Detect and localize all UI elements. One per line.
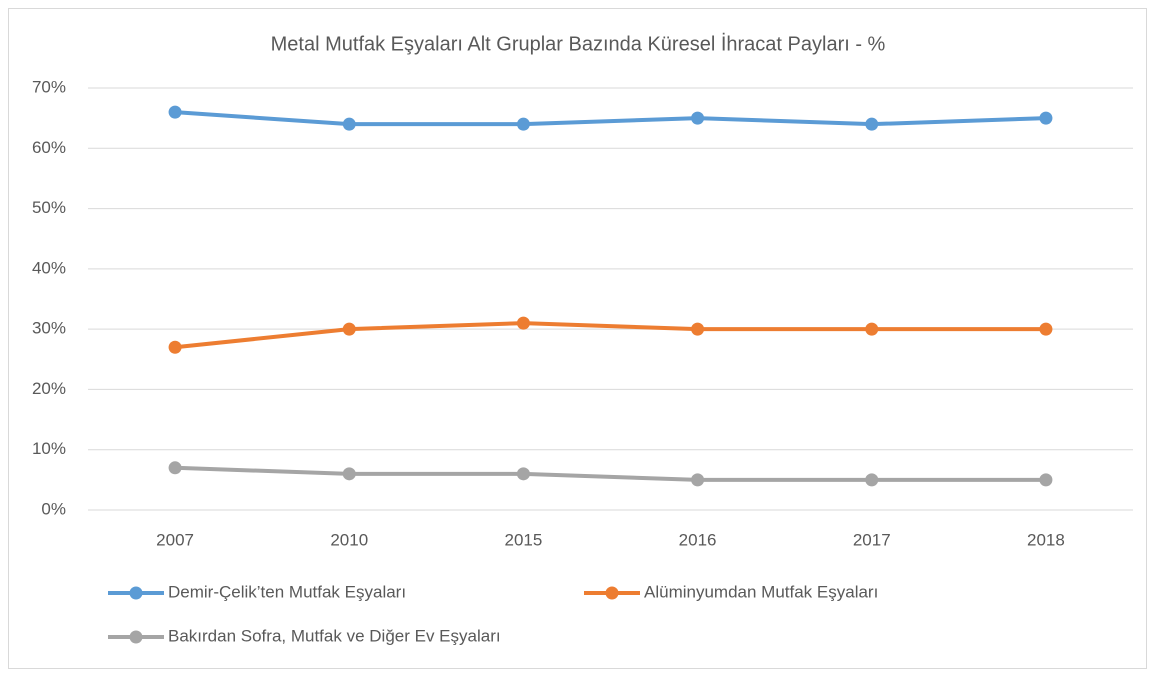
y-tick-label: 50%	[32, 198, 66, 217]
series-line	[173, 110, 1048, 127]
data-point	[342, 322, 356, 336]
y-tick-label: 0%	[41, 499, 66, 518]
data-point	[516, 117, 530, 131]
y-tick-label: 40%	[32, 258, 66, 277]
data-point	[168, 461, 182, 475]
series-line	[173, 465, 1048, 482]
data-point	[516, 467, 530, 481]
legend-marker	[129, 630, 143, 644]
data-point	[516, 316, 530, 330]
legend-label: Bakırdan Sofra, Mutfak ve Diğer Ev Eşyal…	[168, 626, 501, 645]
data-point	[691, 322, 705, 336]
x-tick-label: 2007	[156, 530, 194, 549]
x-tick-label: 2017	[853, 530, 891, 549]
chart-border	[8, 8, 1147, 669]
series-line	[173, 321, 1048, 350]
legend-marker	[129, 586, 143, 600]
y-tick-label: 30%	[32, 319, 66, 338]
data-point	[865, 473, 879, 487]
y-tick-label: 60%	[32, 138, 66, 157]
data-point	[691, 473, 705, 487]
data-point	[1039, 473, 1053, 487]
data-point	[865, 117, 879, 131]
data-point	[1039, 322, 1053, 336]
legend-label: Alüminyumdan Mutfak Eşyaları	[644, 582, 878, 601]
x-tick-label: 2010	[330, 530, 368, 549]
data-point	[691, 111, 705, 125]
data-point	[342, 467, 356, 481]
y-tick-label: 10%	[32, 439, 66, 458]
data-point	[168, 105, 182, 119]
y-tick-label: 70%	[32, 77, 66, 96]
data-point	[342, 117, 356, 131]
x-tick-label: 2018	[1027, 530, 1065, 549]
legend-label: Demir-Çelik’ten Mutfak Eşyaları	[168, 582, 406, 601]
x-tick-label: 2015	[505, 530, 543, 549]
y-tick-label: 20%	[32, 379, 66, 398]
data-point	[1039, 111, 1053, 125]
chart-title: Metal Mutfak Eşyaları Alt Gruplar Bazınd…	[271, 32, 886, 55]
data-point	[865, 322, 879, 336]
data-point	[168, 340, 182, 354]
x-tick-label: 2016	[679, 530, 717, 549]
legend-marker	[605, 586, 619, 600]
